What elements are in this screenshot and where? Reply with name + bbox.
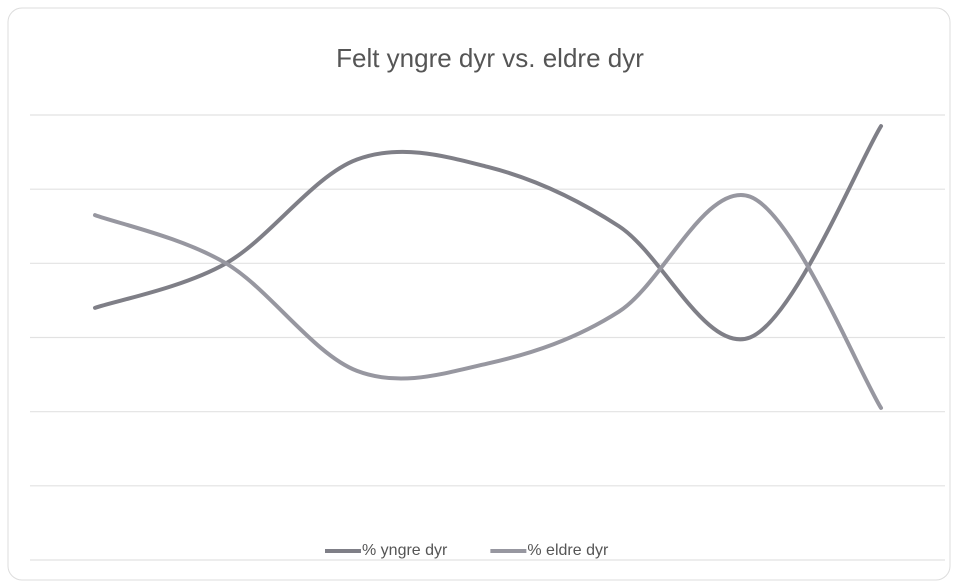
series-line xyxy=(93,192,883,410)
legend-label: % yngre dyr xyxy=(362,542,448,559)
series-line xyxy=(93,124,883,342)
chart-title: Felt yngre dyr vs. eldre dyr xyxy=(336,43,644,73)
legend-label: % eldre dyr xyxy=(527,542,609,559)
chart-frame xyxy=(7,7,951,581)
